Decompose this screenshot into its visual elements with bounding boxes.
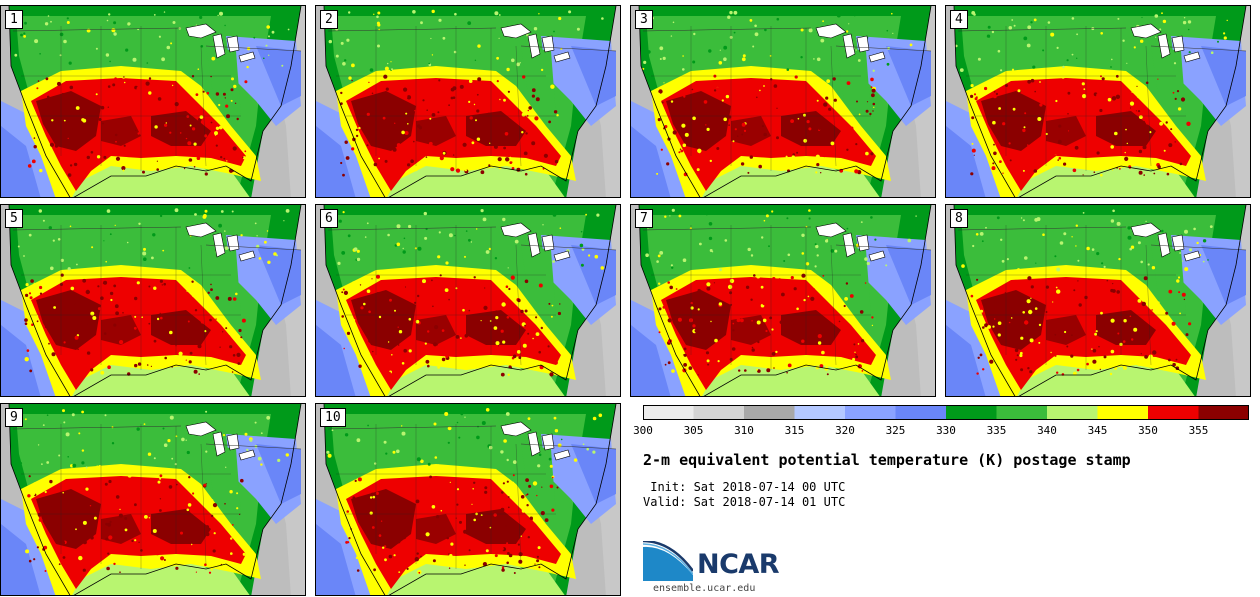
panel-number-label: 8 bbox=[950, 209, 968, 228]
panel-number-label: 3 bbox=[635, 10, 653, 29]
ensemble-member-panel: 6 bbox=[315, 204, 621, 397]
theta-e-map bbox=[1, 6, 305, 197]
colorbar-segment bbox=[794, 406, 846, 419]
theta-e-map bbox=[631, 6, 935, 197]
colorbar-segment bbox=[895, 406, 947, 419]
ensemble-member-panel: 5 bbox=[0, 204, 306, 397]
panel-number-label: 4 bbox=[950, 10, 968, 29]
ncar-logo-icon bbox=[643, 541, 693, 581]
theta-e-map bbox=[1, 205, 305, 396]
colorbar-tick-label: 340 bbox=[1037, 424, 1057, 437]
theta-e-map bbox=[316, 205, 620, 396]
colorbar-tick-label: 335 bbox=[986, 424, 1007, 437]
theta-e-map bbox=[631, 205, 935, 396]
ensemble-member-panel: 8 bbox=[945, 204, 1251, 397]
panel-number-label: 7 bbox=[635, 209, 653, 228]
ensemble-member-panel: 10 bbox=[315, 403, 621, 596]
panel-number-label: 1 bbox=[5, 10, 23, 29]
panel-number-label: 6 bbox=[320, 209, 338, 228]
colorbar-tick-label: 350 bbox=[1138, 424, 1158, 437]
colorbar-tick-label: 315 bbox=[784, 424, 805, 437]
panel-number-label: 10 bbox=[320, 408, 346, 427]
colorbar-outline bbox=[643, 405, 1249, 420]
panel-number-label: 2 bbox=[320, 10, 338, 29]
colorbar-segment bbox=[693, 406, 745, 419]
colorbar-segment bbox=[1198, 406, 1249, 419]
colorbar-segment bbox=[946, 406, 997, 419]
colorbar-tick-label: 300 bbox=[633, 424, 653, 437]
figure-title: 2-m equivalent potential temperature (K)… bbox=[643, 451, 1131, 469]
colorbar-tick-label: 345 bbox=[1087, 424, 1108, 437]
colorbar-tick-label: 310 bbox=[734, 424, 754, 437]
panel-number-label: 9 bbox=[5, 408, 23, 427]
theta-e-map bbox=[316, 404, 620, 595]
ensemble-member-panel: 3 bbox=[630, 5, 936, 198]
colorbar-segment bbox=[643, 406, 694, 419]
ensemble-member-panel: 4 bbox=[945, 5, 1251, 198]
colorbar-tick-label: 325 bbox=[885, 424, 906, 437]
colorbar-segment bbox=[845, 406, 896, 419]
ensemble-member-panel: 1 bbox=[0, 5, 306, 198]
colorbar bbox=[643, 405, 1249, 420]
colorbar-tick-label: 320 bbox=[835, 424, 855, 437]
ensemble-member-panel: 9 bbox=[0, 403, 306, 596]
valid-time: Valid: Sat 2018-07-14 01 UTC bbox=[643, 495, 846, 509]
ensemble-member-panel: 2 bbox=[315, 5, 621, 198]
theta-e-map bbox=[946, 6, 1250, 197]
ncar-logo-text: NCAR bbox=[697, 549, 780, 580]
colorbar-segment bbox=[744, 406, 795, 419]
logo-url: ensemble.ucar.edu bbox=[653, 583, 756, 594]
colorbar-tick-label: 305 bbox=[683, 424, 704, 437]
ensemble-member-panel: 7 bbox=[630, 204, 936, 397]
theta-e-map bbox=[316, 6, 620, 197]
panel-number-label: 5 bbox=[5, 209, 23, 228]
theta-e-map bbox=[946, 205, 1250, 396]
colorbar-tick-label: 355 bbox=[1188, 424, 1209, 437]
colorbar-segment bbox=[1097, 406, 1149, 419]
colorbar-segment bbox=[1148, 406, 1199, 419]
colorbar-segment bbox=[996, 406, 1048, 419]
theta-e-map bbox=[1, 404, 305, 595]
colorbar-segment bbox=[1047, 406, 1098, 419]
colorbar-tick-label: 330 bbox=[936, 424, 956, 437]
init-time: Init: Sat 2018-07-14 00 UTC bbox=[643, 480, 846, 494]
